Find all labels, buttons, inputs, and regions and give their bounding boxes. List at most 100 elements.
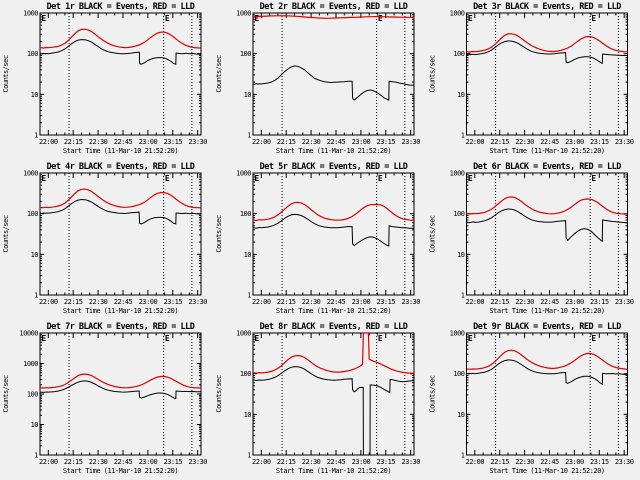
y-tick-label: 1 xyxy=(461,292,465,300)
panel-title: Det 2r BLACK = Events, RED = LLD xyxy=(260,2,408,12)
y-tick-label: 1000 xyxy=(23,360,38,368)
x-tick-label: 22:30 xyxy=(515,458,534,466)
x-tick-label: 23:15 xyxy=(376,298,395,306)
y-tick-label: 10000 xyxy=(19,330,38,338)
plot-frame xyxy=(252,332,415,456)
y-axis-label: Counts/sec xyxy=(2,215,10,252)
x-tick-label: 22:45 xyxy=(327,458,346,466)
x-tick-label: 22:30 xyxy=(515,298,534,306)
panel-title: Det 6r BLACK = Events, RED = LLD xyxy=(473,162,621,172)
x-tick-label: 23:30 xyxy=(188,458,207,466)
eclipse-marker-flag: E xyxy=(591,14,596,23)
eclipse-marker-flag: E xyxy=(378,174,383,183)
y-tick-label: 1000 xyxy=(450,10,465,18)
x-axis-label: Start Time (11-Mar-10 21:52:20) xyxy=(63,467,178,475)
x-tick-label: 22:15 xyxy=(64,298,83,306)
y-tick-label: 1 xyxy=(34,292,38,300)
eclipse-marker-flag: E xyxy=(165,14,170,23)
y-tick-label: 1 xyxy=(34,132,38,140)
plot-frame xyxy=(252,12,415,136)
x-tick-label: 22:00 xyxy=(466,458,485,466)
x-tick-label: 23:15 xyxy=(590,138,609,146)
series-lld-line xyxy=(252,15,415,19)
series-lld-line xyxy=(466,33,628,53)
x-tick-label: 23:15 xyxy=(590,458,609,466)
x-tick-label: 22:00 xyxy=(39,458,58,466)
x-tick-label: 22:30 xyxy=(302,298,321,306)
series-events-line xyxy=(466,208,628,243)
x-tick-label: 23:15 xyxy=(163,298,182,306)
chart-det-6r: Det 6r BLACK = Events, RED = LLD 22:00 22:… xyxy=(429,162,635,315)
eclipse-marker-flag: E xyxy=(468,14,473,23)
chart-det-7r: Det 7r BLACK = Events, RED = LLD 22:00 22:… xyxy=(2,322,208,475)
chart-det-9r: Det 9r BLACK = Events, RED = LLD 22:00 22:… xyxy=(429,322,635,475)
x-tick-label: 22:00 xyxy=(466,138,485,146)
x-tick-label: 22:45 xyxy=(114,298,133,306)
y-tick-label: 1 xyxy=(247,132,251,140)
eclipse-marker-flag: E xyxy=(468,334,473,343)
x-tick-label: 23:15 xyxy=(163,458,182,466)
series-lld-line xyxy=(39,188,202,209)
y-tick-label: 10 xyxy=(244,411,252,419)
y-tick-label: 10 xyxy=(31,91,39,99)
series-lld-line xyxy=(252,201,415,222)
series-events-line xyxy=(466,40,628,65)
y-tick-label: 1 xyxy=(247,292,251,300)
panel-det-7r: Det 7r BLACK = Events, RED = LLD 22:00 22:… xyxy=(0,320,213,480)
x-tick-label: 23:00 xyxy=(565,138,584,146)
y-tick-label: 1000 xyxy=(236,170,251,178)
y-axis-label: Counts/sec xyxy=(429,375,437,412)
series-events-line xyxy=(466,359,628,386)
y-tick-label: 1 xyxy=(247,452,251,460)
chart-det-3r: Det 3r BLACK = Events, RED = LLD 22:00 22:… xyxy=(429,2,635,155)
x-axis-label: Start Time (11-Mar-10 21:52:20) xyxy=(276,467,391,475)
x-tick-label: 22:15 xyxy=(490,458,509,466)
y-axis-label: Counts/sec xyxy=(429,215,437,252)
panel-title: Det 1r BLACK = Events, RED = LLD xyxy=(47,2,195,12)
y-axis-label: Counts/sec xyxy=(215,215,223,252)
y-tick-label: 10 xyxy=(244,91,252,99)
x-tick-label: 22:45 xyxy=(540,458,559,466)
x-tick-label: 22:00 xyxy=(252,298,271,306)
panel-title: Det 9r BLACK = Events, RED = LLD xyxy=(473,322,621,332)
x-tick-label: 23:00 xyxy=(565,298,584,306)
x-tick-label: 22:45 xyxy=(114,138,133,146)
x-tick-label: 22:15 xyxy=(490,138,509,146)
panel-det-8r: Det 8r BLACK = Events, RED = LLD 22:00 22:… xyxy=(213,320,426,480)
plot-frame xyxy=(39,172,202,296)
panel-det-4r: Det 4r BLACK = Events, RED = LLD 22:00 22:… xyxy=(0,160,213,320)
y-tick-label: 10 xyxy=(31,421,39,429)
series-lld-line xyxy=(252,332,415,374)
eclipse-marker-flag: E xyxy=(254,174,259,183)
eclipse-marker-flag: E xyxy=(378,14,383,23)
y-tick-label: 1000 xyxy=(23,170,38,178)
y-tick-label: 100 xyxy=(27,391,38,399)
chart-det-5r: Det 5r BLACK = Events, RED = LLD 22:00 22:… xyxy=(215,162,421,315)
x-tick-label: 22:30 xyxy=(89,138,108,146)
x-tick-label: 23:00 xyxy=(139,458,158,466)
x-axis-label: Start Time (11-Mar-10 21:52:20) xyxy=(276,307,391,315)
eclipse-marker-flag: E xyxy=(41,334,46,343)
x-tick-label: 23:30 xyxy=(615,298,634,306)
y-tick-label: 100 xyxy=(453,210,464,218)
series-lld-line xyxy=(466,349,628,370)
chart-det-4r: Det 4r BLACK = Events, RED = LLD 22:00 22:… xyxy=(2,162,208,315)
chart-det-1r: Det 1r BLACK = Events, RED = LLD 22:00 22:… xyxy=(2,2,208,155)
y-tick-label: 1 xyxy=(34,452,38,460)
x-tick-label: 23:30 xyxy=(401,298,420,306)
x-tick-label: 23:30 xyxy=(188,298,207,306)
x-tick-label: 22:30 xyxy=(515,138,534,146)
y-tick-label: 100 xyxy=(453,50,464,58)
x-tick-label: 23:00 xyxy=(352,298,371,306)
x-tick-label: 22:45 xyxy=(540,298,559,306)
panel-det-2r: Det 2r BLACK = Events, RED = LLD 22:00 22:… xyxy=(213,0,426,160)
x-tick-label: 22:15 xyxy=(64,138,83,146)
x-tick-label: 22:00 xyxy=(39,138,58,146)
plot-frame xyxy=(252,172,415,296)
y-tick-label: 10 xyxy=(244,251,252,259)
x-tick-label: 22:15 xyxy=(64,458,83,466)
chart-det-2r: Det 2r BLACK = Events, RED = LLD 22:00 22:… xyxy=(215,2,421,155)
series-lld-line xyxy=(466,196,628,215)
y-tick-label: 1000 xyxy=(236,330,251,338)
